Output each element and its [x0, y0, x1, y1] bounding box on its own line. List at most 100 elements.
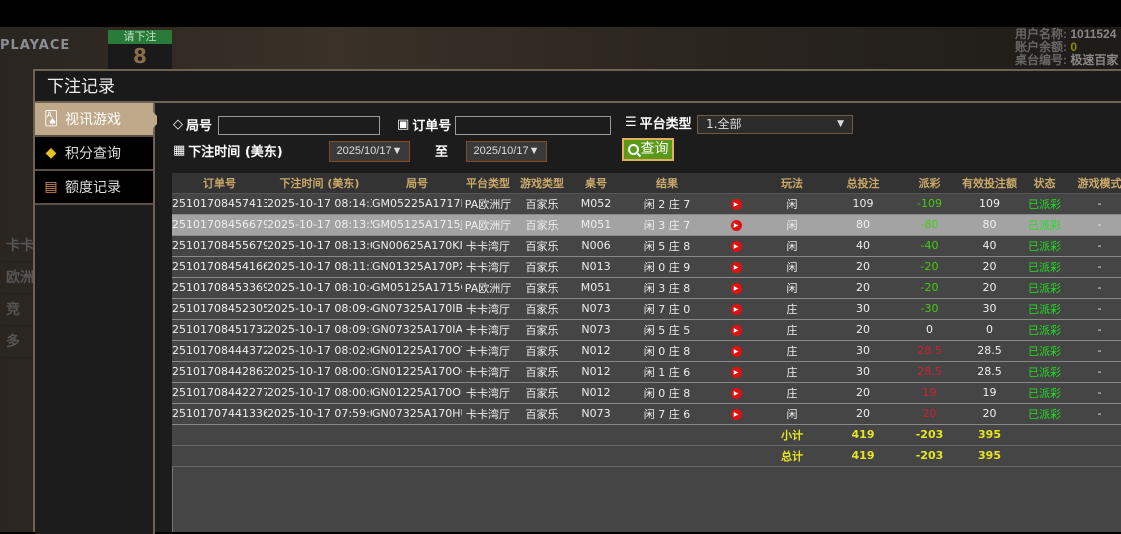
- platform: PA欧洲厅: [462, 193, 514, 215]
- valid-bet: 40: [957, 235, 1022, 257]
- play-video-icon[interactable]: ▶: [730, 408, 742, 420]
- order-id: 251017084428637: [172, 361, 267, 383]
- to-label: 至: [435, 145, 449, 160]
- date-value: 2025/10/17: [336, 145, 392, 157]
- round-input[interactable]: [218, 116, 380, 135]
- game-mode: -: [1067, 193, 1121, 215]
- status: 已派彩: [1022, 319, 1067, 341]
- column-header: 桌号: [570, 173, 622, 194]
- tag-icon: ◇: [173, 117, 183, 132]
- bet-side: 庄: [760, 340, 824, 362]
- empty-cell: [1022, 424, 1121, 446]
- play-video-icon[interactable]: ▶: [730, 324, 742, 336]
- replay-cell: ▶: [712, 340, 760, 362]
- platform: PA欧洲厅: [462, 214, 514, 236]
- play-video-icon[interactable]: ▶: [730, 345, 742, 357]
- game-type: 百家乐: [514, 298, 570, 320]
- game-type: 百家乐: [514, 382, 570, 404]
- payout: -30: [902, 298, 957, 320]
- total-bet: 80: [824, 214, 902, 236]
- game-mode: -: [1067, 277, 1121, 299]
- column-header: [712, 173, 760, 194]
- valid-bet: 28.5: [957, 340, 1022, 362]
- label-text: 局号: [186, 119, 213, 134]
- status: 已派彩: [1022, 256, 1067, 278]
- platform-select[interactable]: 1.全部 ▼: [697, 115, 853, 134]
- order-id: 251017084574137: [172, 193, 267, 215]
- order-input[interactable]: [455, 116, 611, 135]
- column-header: 派彩: [902, 173, 957, 194]
- play-video-icon[interactable]: ▶: [730, 240, 742, 252]
- playace-logo: PLAYACE: [0, 38, 71, 53]
- bet-time: 2025-10-17 08:00:04: [267, 382, 372, 404]
- grandtotal-valid-bet: 395: [957, 445, 1022, 467]
- sidebar-item-live-games[interactable]: 🂡 视讯游戏: [35, 103, 161, 137]
- status: 已派彩: [1022, 298, 1067, 320]
- replay-cell: ▶: [712, 277, 760, 299]
- list-icon: ☰: [625, 115, 637, 130]
- round-id: GN07325A170IA: [372, 319, 462, 341]
- date-from-picker[interactable]: 2025/10/17▼: [329, 141, 410, 162]
- bet-prompt: 请下注: [108, 30, 172, 44]
- bet-side: 庄: [760, 382, 824, 404]
- play-video-icon[interactable]: ▶: [730, 219, 742, 231]
- sidebar-item-label: 额度记录: [65, 180, 121, 196]
- date-to-picker[interactable]: 2025/10/17▼: [466, 141, 547, 162]
- platform: PA欧洲厅: [462, 277, 514, 299]
- game-type: 百家乐: [514, 214, 570, 236]
- countdown-box: 请下注 8: [108, 30, 172, 69]
- bet-side: 庄: [760, 361, 824, 383]
- user-label: 用户名称:: [1015, 27, 1067, 41]
- total-bet: 30: [824, 298, 902, 320]
- play-video-icon[interactable]: ▶: [730, 261, 742, 273]
- table-id: N073: [570, 403, 622, 425]
- order-id: 251017084533693: [172, 277, 267, 299]
- play-video-icon[interactable]: ▶: [730, 303, 742, 315]
- game-mode: -: [1067, 340, 1121, 362]
- play-video-icon[interactable]: ▶: [730, 198, 742, 210]
- bet-side: 闲: [760, 193, 824, 215]
- time-label: ▦ 下注时间 (美东): [173, 141, 283, 160]
- query-button[interactable]: 查询: [622, 138, 674, 161]
- table-empty-area: [172, 460, 1121, 532]
- play-video-icon[interactable]: ▶: [730, 387, 742, 399]
- total-bet: 109: [824, 193, 902, 215]
- bet-time: 2025-10-17 08:13:59: [267, 214, 372, 236]
- order-id: 251017084523055: [172, 298, 267, 320]
- total-bet: 20: [824, 319, 902, 341]
- order-id: 251017074413365: [172, 403, 267, 425]
- play-video-icon[interactable]: ▶: [730, 282, 742, 294]
- sidebar-item-credit[interactable]: ▤ 额度记录: [35, 171, 153, 205]
- game-type: 百家乐: [514, 235, 570, 257]
- sidebar-item-points[interactable]: ◆ 积分查询: [35, 137, 153, 171]
- status: 已派彩: [1022, 235, 1067, 257]
- empty-cell: [172, 424, 760, 446]
- status: 已派彩: [1022, 277, 1067, 299]
- payout: 19: [902, 382, 957, 404]
- bet-side: 闲: [760, 256, 824, 278]
- round-id: GN01225A170OT: [372, 340, 462, 362]
- order-id: 251017084566792: [172, 214, 267, 236]
- replay-cell: ▶: [712, 382, 760, 404]
- column-header: 局号: [372, 173, 462, 194]
- game-type: 百家乐: [514, 193, 570, 215]
- bet-side: 闲: [760, 235, 824, 257]
- replay-cell: ▶: [712, 298, 760, 320]
- table-value: 极速百家: [1070, 53, 1119, 67]
- total-bet: 30: [824, 361, 902, 383]
- platform: 卡卡湾厅: [462, 298, 514, 320]
- column-header: 有效投注额: [957, 173, 1022, 194]
- play-video-icon[interactable]: ▶: [730, 366, 742, 378]
- payout: -80: [902, 214, 957, 236]
